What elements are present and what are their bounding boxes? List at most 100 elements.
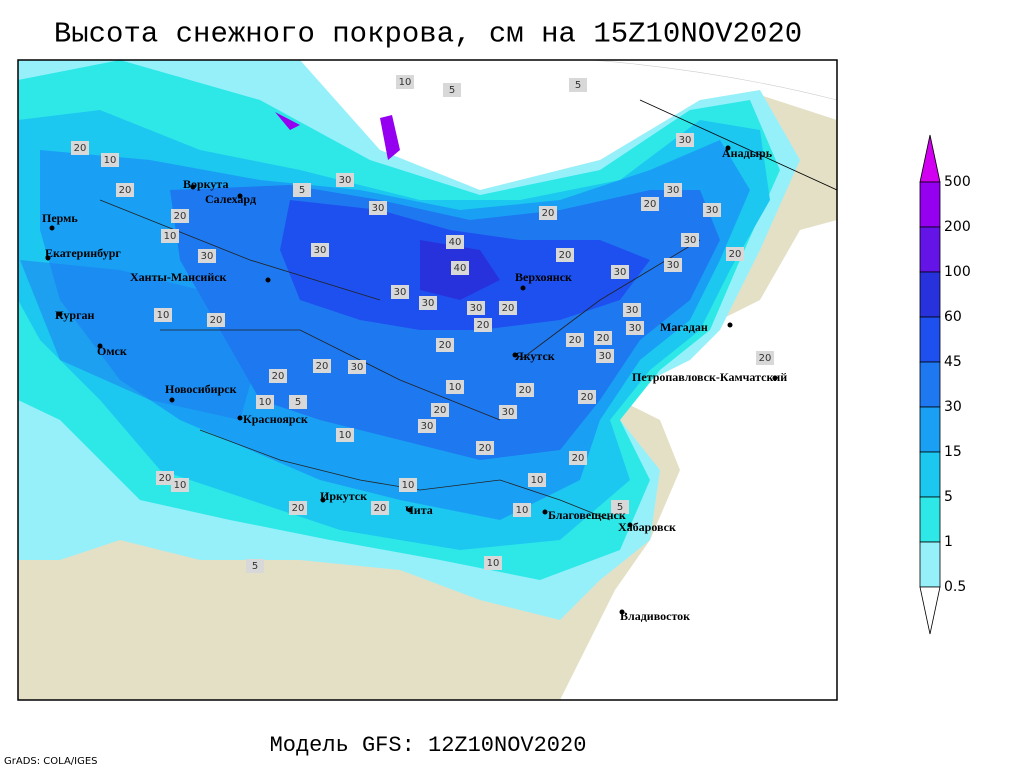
city-dot (45, 255, 51, 261)
city-dot (727, 322, 733, 328)
contour-label-box (594, 331, 612, 345)
contour-label-box (154, 308, 172, 322)
contour-label: 5 (295, 397, 301, 408)
city-label: Магадан (660, 320, 708, 334)
contour-label: 30 (667, 260, 680, 271)
contour-label-box (756, 351, 774, 365)
contour-label: 20 (559, 250, 572, 261)
contour-label-box (451, 261, 469, 275)
contour-label-box (293, 183, 311, 197)
snow-patch (20, 260, 260, 420)
city-label: Курган (55, 308, 95, 322)
contour-label: 5 (617, 502, 623, 513)
contour-label: 30 (351, 362, 364, 373)
city-dot (97, 343, 103, 349)
city-dot (542, 509, 548, 515)
contour-label-box (419, 296, 437, 310)
legend-label: 100 (944, 264, 971, 280)
contour-label-box (476, 441, 494, 455)
city-label: Якутск (515, 349, 555, 363)
contour-label: 30 (667, 185, 680, 196)
contour-label: 10 (516, 505, 529, 516)
contour-label-box (171, 478, 189, 492)
contour-label-box (641, 197, 659, 211)
contour-label: 30 (201, 251, 214, 262)
city-dot (237, 193, 243, 199)
legend-swatch (919, 541, 941, 588)
contour-label: 40 (449, 237, 462, 248)
contour-label: 30 (629, 323, 642, 334)
legend-label: 5 (944, 489, 953, 505)
contour-label-box (289, 395, 307, 409)
contour-label-box (446, 380, 464, 394)
contour-label: 20 (502, 303, 515, 314)
city-label: Воркута (183, 177, 228, 191)
city-dot (49, 225, 55, 231)
contour-label-box (446, 235, 464, 249)
contour-label: 10 (531, 475, 544, 486)
contour-label-box (578, 390, 596, 404)
city-label: Иркутск (320, 489, 367, 503)
legend-swatch (919, 181, 941, 228)
contour-label-box (436, 338, 454, 352)
contour-label: 10 (402, 480, 415, 491)
legend-swatch (919, 451, 941, 498)
contour-label: 20 (644, 199, 657, 210)
contour-label: 20 (292, 503, 305, 514)
city-dot (237, 415, 243, 421)
city-label: Чита (405, 503, 433, 517)
contour-label: 30 (684, 235, 697, 246)
city-dot (627, 522, 633, 528)
legend-swatch (919, 316, 941, 363)
contour-label-box (676, 133, 694, 147)
contour-label: 20 (210, 315, 223, 326)
legend-label: 30 (944, 399, 962, 415)
contour-label-box (626, 321, 644, 335)
credit: GrADS: COLA/IGES (4, 756, 98, 767)
city-dot (320, 497, 326, 503)
contour-label: 20 (729, 249, 742, 260)
contour-label: 30 (614, 267, 627, 278)
borders (99, 199, 701, 521)
contour-label: 10 (104, 155, 117, 166)
contour-label-box (336, 173, 354, 187)
city-label: Верхоянск (515, 270, 572, 284)
legend-label: 500 (944, 174, 971, 190)
contour-label-box (513, 503, 531, 517)
city-dot (190, 184, 196, 190)
city-label: Пермь (42, 211, 78, 225)
map-frame (17, 59, 838, 701)
contour-label-box (399, 478, 417, 492)
contour-label: 20 (439, 340, 452, 351)
city-label: Анадырь (722, 146, 773, 160)
contour-label-box (443, 83, 461, 97)
contour-label-box (611, 265, 629, 279)
city-dot (619, 609, 625, 615)
contour-label-box (116, 183, 134, 197)
contour-label-box (664, 183, 682, 197)
legend-label: 60 (944, 309, 962, 325)
contour-label: 10 (174, 480, 187, 491)
contour-label-box (539, 206, 557, 220)
contour-label: 10 (339, 430, 352, 441)
contour-label: 30 (421, 421, 434, 432)
contour-label-box (269, 369, 287, 383)
contour-label-box (371, 501, 389, 515)
contour-label: 5 (299, 185, 305, 196)
city-dot (407, 507, 413, 513)
legend-swatch (919, 406, 941, 453)
contour-label-box (348, 360, 366, 374)
contour-label: 10 (487, 558, 500, 569)
map-title: Высота снежного покрова, см на 15Z10NOV2… (54, 18, 802, 51)
contour-label: 5 (449, 85, 455, 96)
contour-label: 20 (479, 443, 492, 454)
city-dot (512, 352, 518, 358)
contour-label-box (623, 303, 641, 317)
contour-label: 30 (706, 205, 719, 216)
contour-label-box (681, 233, 699, 247)
contour-label: 5 (252, 561, 258, 572)
contour-label: 20 (119, 185, 132, 196)
city-label: Владивосток (620, 609, 690, 623)
contour-label: 10 (157, 310, 170, 321)
